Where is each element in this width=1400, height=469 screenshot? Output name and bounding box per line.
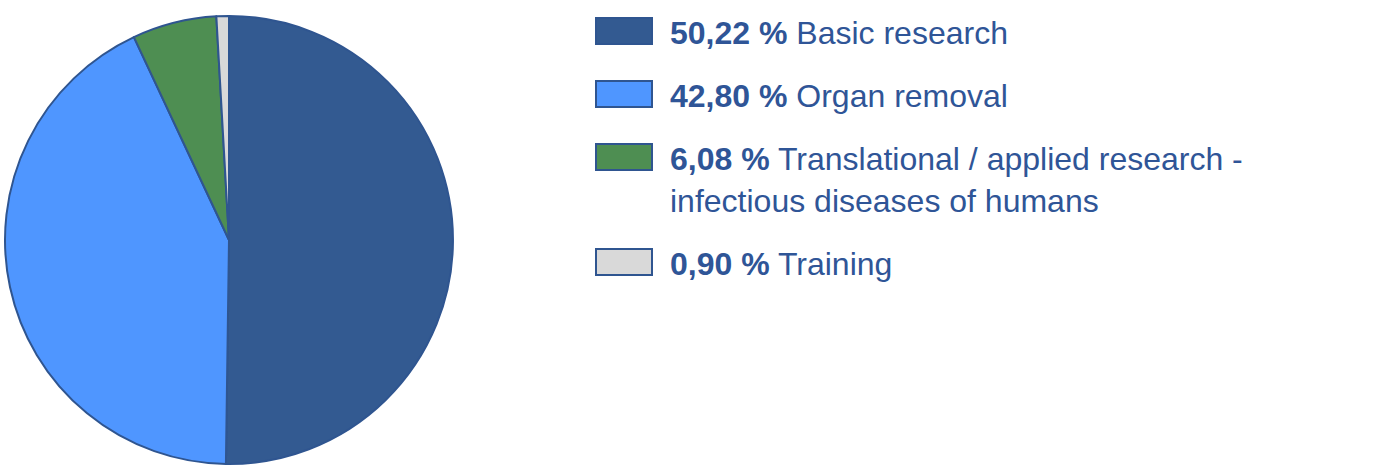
legend-item: 0,90 % Training [595, 243, 1385, 285]
legend-space [787, 15, 796, 51]
legend-text: 6,08 % Translational / applied research … [670, 138, 1310, 222]
legend-label: Organ removal [796, 78, 1008, 114]
legend-item: 42,80 % Organ removal [595, 75, 1385, 117]
pie [5, 16, 453, 464]
chart-svg [0, 0, 560, 469]
legend-label: Training [778, 246, 892, 282]
legend-label: Basic research [796, 15, 1008, 51]
legend-swatch [595, 248, 653, 276]
legend-item: 50,22 % Basic research [595, 12, 1385, 54]
pie-slice [134, 16, 229, 240]
legend-space [770, 246, 778, 282]
pie-slice [226, 16, 453, 464]
legend-text: 50,22 % Basic research [670, 12, 1310, 54]
legend-space [787, 78, 796, 114]
legend-space [770, 141, 778, 177]
legend-value: 0,90 % [670, 246, 770, 282]
legend-value: 50,22 % [670, 15, 787, 51]
legend-text: 0,90 % Training [670, 243, 1310, 285]
legend-swatch [595, 80, 653, 108]
legend-swatch [595, 17, 653, 45]
legend-text: 42,80 % Organ removal [670, 75, 1310, 117]
legend-item: 6,08 % Translational / applied research … [595, 138, 1385, 222]
legend-value: 42,80 % [670, 78, 787, 114]
pie-slice [216, 16, 229, 240]
legend-swatch [595, 143, 653, 171]
legend-value: 6,08 % [670, 141, 770, 177]
legend: 50,22 % Basic research42,80 % Organ remo… [595, 12, 1385, 306]
